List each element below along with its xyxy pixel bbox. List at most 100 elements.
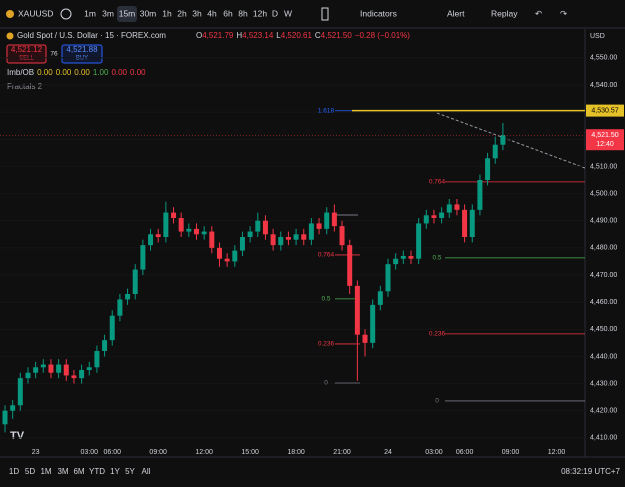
candle-body xyxy=(262,220,268,235)
x-tick-label: 21:00 xyxy=(333,449,351,456)
fib-label: 0 xyxy=(324,380,328,387)
indicator-value: 1.00 xyxy=(93,68,109,77)
ohlc-key: H xyxy=(236,31,242,40)
timeframe[interactable]: 15m xyxy=(119,8,136,18)
candle-body xyxy=(454,204,460,210)
timeframe[interactable]: 2h xyxy=(177,8,187,18)
candle-body xyxy=(293,234,299,240)
ohlc-key: C xyxy=(315,31,321,40)
candle-body xyxy=(102,340,108,351)
range-button[interactable]: YTD xyxy=(89,467,105,476)
chart-type-icon[interactable] xyxy=(321,7,329,21)
candle-body xyxy=(63,364,69,376)
timeframe[interactable]: 30m xyxy=(140,8,157,18)
buy-label: BUY xyxy=(76,56,88,62)
alert-button[interactable]: Alert xyxy=(447,8,465,18)
indicators-button[interactable]: Indicators xyxy=(360,8,397,18)
range-button[interactable]: All xyxy=(142,467,151,476)
candle-body xyxy=(155,234,161,237)
currency: USD xyxy=(590,33,605,40)
range-button[interactable]: 3M xyxy=(57,467,68,476)
candle-body xyxy=(500,135,506,145)
timeframe[interactable]: 3h xyxy=(192,8,202,18)
buy-price: 4,521.88 xyxy=(66,45,98,54)
add-symbol[interactable] xyxy=(60,8,72,20)
fractals-legend: Fractals 2 xyxy=(7,82,43,91)
candle-body xyxy=(140,245,146,270)
candle-body xyxy=(163,212,169,237)
candle-body xyxy=(439,212,445,218)
trend-line xyxy=(436,112,586,169)
candle-body xyxy=(171,212,177,218)
candle-body xyxy=(408,256,414,259)
candle-body xyxy=(33,367,39,373)
timeframe[interactable]: 12h xyxy=(253,8,267,18)
timeframe[interactable]: 1m xyxy=(84,8,96,18)
range-button[interactable]: 5Y xyxy=(125,467,135,476)
x-tick-label: 18:00 xyxy=(287,449,305,456)
x-tick-label: 23 xyxy=(32,449,40,456)
spread: 76 xyxy=(50,51,58,58)
candle-body xyxy=(186,228,192,232)
timeframe[interactable]: D xyxy=(272,8,278,18)
alert-tag xyxy=(586,104,624,117)
legend-icon xyxy=(6,32,14,40)
fib-label: 0.764 xyxy=(318,252,335,259)
candle-body xyxy=(423,215,429,224)
candle-body xyxy=(492,144,498,159)
candle-body xyxy=(216,247,222,259)
candle-body xyxy=(109,315,115,341)
y-tick-label: 4,480.00 xyxy=(590,245,617,252)
replay-button[interactable]: Replay xyxy=(491,8,518,18)
symbol-icon xyxy=(6,10,14,18)
range-button[interactable]: 1Y xyxy=(110,467,120,476)
range-button[interactable]: 5D xyxy=(25,467,35,476)
symbol[interactable]: XAUUSD xyxy=(18,8,53,18)
range-button[interactable]: 6M xyxy=(73,467,84,476)
undo[interactable]: ↶ xyxy=(535,8,543,18)
candle-body xyxy=(316,223,322,229)
candle-body xyxy=(48,364,54,373)
candle-body xyxy=(477,180,483,210)
x-tick-label: 15:00 xyxy=(241,449,259,456)
timeframe[interactable]: 3m xyxy=(102,8,114,18)
x-tick-label: 09:00 xyxy=(149,449,167,456)
y-tick-label: 4,550.00 xyxy=(590,55,617,62)
timeframe[interactable]: W xyxy=(284,8,292,18)
candle-body xyxy=(40,364,46,368)
redo[interactable]: ↷ xyxy=(560,8,568,18)
candle-body xyxy=(117,299,123,316)
fib-label: 0 xyxy=(435,398,439,405)
x-tick-label: 03:00 xyxy=(80,449,98,456)
sell-price: 4,521.12 xyxy=(11,45,43,54)
timeframe[interactable]: 8h xyxy=(238,8,248,18)
candle-body xyxy=(362,334,368,343)
alert-price: 4,530.57 xyxy=(591,107,618,114)
timeframe[interactable]: 6h xyxy=(223,8,233,18)
candle-body xyxy=(2,410,8,425)
candle-body xyxy=(354,285,360,335)
indicator-value: 0.00 xyxy=(130,68,146,77)
candle-body xyxy=(10,405,16,411)
candle-body xyxy=(431,215,437,218)
range-button[interactable]: 1M xyxy=(40,467,51,476)
x-tick-label: 06:00 xyxy=(456,449,474,456)
range-button[interactable]: 1D xyxy=(9,467,19,476)
y-tick-label: 4,470.00 xyxy=(590,272,617,279)
candle-body xyxy=(201,231,207,235)
timeframe[interactable]: 4h xyxy=(207,8,217,18)
indicator-name: Imb/OB xyxy=(7,68,34,77)
buy-box[interactable] xyxy=(61,44,103,64)
fib-label: 0.5 xyxy=(321,296,330,303)
y-tick-label: 4,490.00 xyxy=(590,218,617,225)
candle-body xyxy=(278,237,284,246)
timeframe[interactable]: 1h xyxy=(162,8,172,18)
indicator-value: 0.00 xyxy=(37,68,53,77)
sell-box[interactable] xyxy=(6,44,47,64)
timeframes: 1m 3m 15m 30m 1h 2h 3h 4h 6h 8h 12h D W xyxy=(84,8,292,18)
candle-body xyxy=(178,218,184,232)
x-tick-label: 06:00 xyxy=(103,449,121,456)
candle-body xyxy=(79,370,85,379)
